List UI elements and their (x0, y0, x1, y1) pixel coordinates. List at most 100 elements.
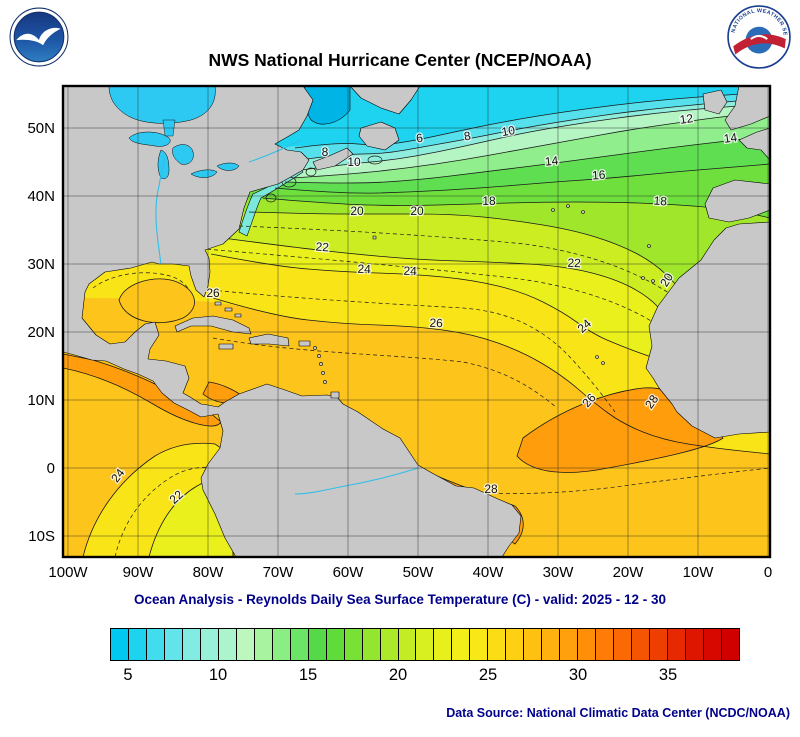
longitude-axis-label: 60W (333, 564, 365, 581)
colorbar-tick: 25 (478, 666, 498, 684)
data-source: Data Source: National Climatic Data Cent… (446, 706, 790, 720)
land-antilles (313, 346, 317, 350)
land-azores (551, 208, 555, 212)
lake-ontario (216, 162, 240, 171)
inland-water (108, 86, 419, 495)
colorbar-segment (668, 629, 686, 660)
colorbar-segment (344, 629, 363, 660)
land-canaries (641, 276, 645, 280)
contour-label: 28 (484, 482, 498, 496)
land-puerto-rico (298, 340, 311, 347)
page-title: NWS National Hurricane Center (NCEP/NOAA… (208, 50, 592, 70)
land-iberia (704, 179, 770, 223)
longitude-axis-label: 100W (48, 564, 88, 581)
land-madeira (647, 244, 651, 248)
longitude-axis-label: 0 (764, 564, 772, 581)
contour-label: 26 (429, 316, 443, 330)
nws-logo: NATIONAL WEATHER SERVICE (726, 4, 791, 69)
colorbar-segment (578, 629, 597, 660)
colorbar-tick: 30 (568, 666, 588, 684)
hudson-bay (108, 86, 216, 124)
land-france (738, 127, 770, 161)
contour-label: 10 (501, 123, 517, 139)
colorbar-tick: 5 (123, 666, 133, 684)
colorbar-segment (182, 629, 201, 660)
colorbar-segment (542, 629, 561, 660)
contour-label: 8 (322, 145, 329, 159)
colorbar-segment (128, 629, 147, 660)
caption: Ocean Analysis - Reynolds Daily Sea Surf… (134, 592, 666, 607)
land-bahamas (214, 301, 222, 306)
longitude-axis-label: 70W (263, 564, 295, 581)
colorbar-tick: 10 (208, 666, 228, 684)
land-cape-verde (601, 361, 605, 365)
contour-label: 10 (347, 155, 361, 169)
contour-label: 16 (592, 168, 607, 183)
land-bahamas (224, 307, 233, 312)
land-bahamas (234, 313, 242, 318)
land-trinidad (330, 391, 340, 399)
land-greenland (349, 86, 421, 115)
land-canaries (662, 277, 666, 281)
latitude-axis: 50N 40N 30N 20N 10N 0 10S (27, 120, 55, 545)
colorbar-segment (290, 629, 309, 660)
contour-label: 22 (315, 240, 330, 255)
colorbar-segment (703, 629, 722, 660)
latitude-axis-label: 10N (27, 392, 55, 409)
longitude-axis-label: 30W (543, 564, 575, 581)
land-cuba (174, 315, 252, 335)
lake-erie (190, 169, 218, 178)
contour-label: 14 (723, 130, 738, 146)
colorbar-segment (416, 629, 435, 660)
land-azores (581, 210, 585, 214)
longitude-axis-label: 10W (683, 564, 715, 581)
land-africa (645, 221, 770, 439)
latitude-axis-label: 50N (27, 120, 55, 137)
colorbar-segment (614, 629, 633, 660)
noaa-gull-icon (16, 27, 61, 46)
latitude-axis-label: 20N (27, 324, 55, 341)
latitude-axis-label: 40N (27, 188, 55, 205)
colorbar-segment (200, 629, 219, 660)
contour-label: 20 (350, 204, 364, 218)
latitude-axis-label: 10S (28, 528, 55, 545)
colorbar-segment (650, 629, 669, 660)
colorbar-segment (488, 629, 507, 660)
land-antilles (321, 371, 325, 375)
land-jamaica (218, 343, 234, 350)
colorbar-segment (398, 629, 417, 660)
contour-label: 18 (653, 194, 668, 209)
colorbar-segment (524, 629, 543, 660)
colorbar-segment (111, 629, 129, 660)
contour-label: 24 (403, 264, 417, 278)
colorbar-segment (470, 629, 489, 660)
nws-swoosh-icon (733, 34, 786, 55)
colorbar-tick: 20 (388, 666, 408, 684)
colorbar-segment (434, 629, 453, 660)
colorbar-segment (308, 629, 327, 660)
nws-bird-icon (750, 34, 768, 40)
lat-lon-grid (63, 86, 770, 557)
colorbar-segment (236, 629, 255, 660)
colorbar-segment (218, 629, 237, 660)
colorbar-segment (686, 629, 704, 660)
longitude-axis-label: 40W (473, 564, 505, 581)
land-antilles (317, 354, 321, 358)
contour-label: 12 (679, 111, 694, 127)
colorbar-segment (380, 629, 399, 660)
land-masses (63, 86, 770, 557)
land-canaries (651, 279, 655, 283)
noaa-logo (9, 7, 69, 67)
colorbar-segment (560, 629, 579, 660)
contour-label: 8 (463, 129, 472, 144)
colorbar-segment (452, 629, 471, 660)
amazon-river (294, 467, 419, 495)
colorbar-segment (146, 629, 165, 660)
land-bermuda (372, 235, 377, 240)
colorbar-tick: 15 (298, 666, 318, 684)
longitude-axis-label: 20W (613, 564, 645, 581)
contour-label: 26 (206, 286, 220, 300)
land-antilles (319, 362, 323, 366)
